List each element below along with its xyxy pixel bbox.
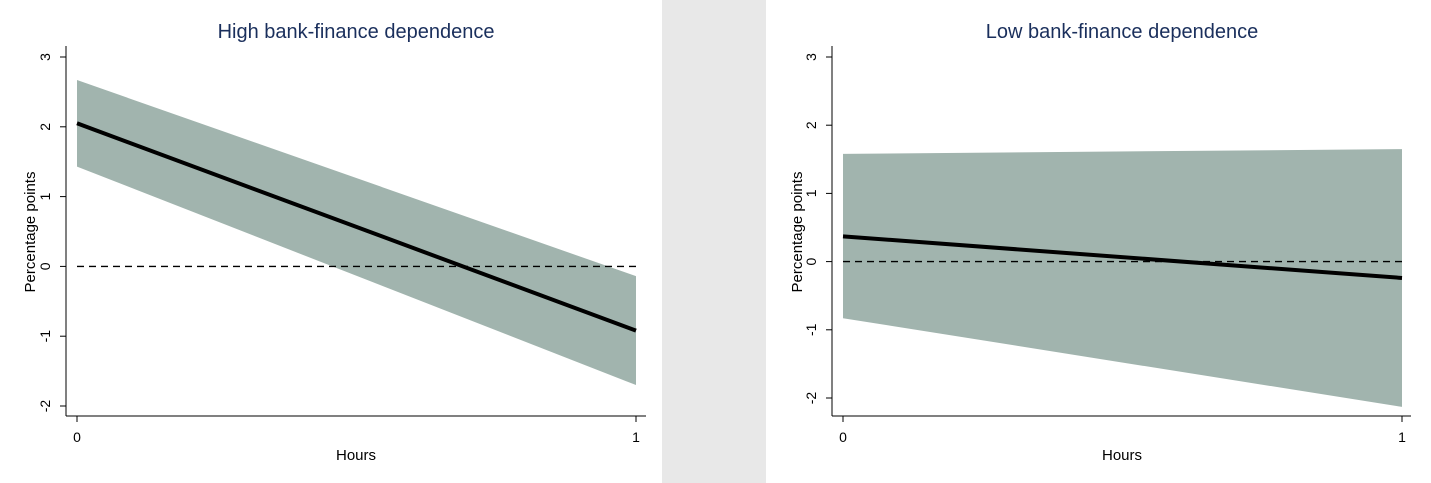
- y-tick-label: 3: [37, 53, 53, 61]
- panel-low-bank-finance: Low bank-finance dependence -2 -1 0 1 2 3 0 1 Hou…: [766, 0, 1428, 483]
- x-tick-label: 0: [73, 429, 81, 445]
- x-tick-label: 1: [632, 429, 640, 445]
- panel-separator: [662, 0, 766, 483]
- y-tick-label: 3: [803, 53, 819, 61]
- confidence-band: [843, 149, 1402, 407]
- y-tick-label: 2: [803, 121, 819, 129]
- x-axis-label: Hours: [336, 447, 376, 464]
- y-tick-label: 0: [803, 257, 819, 265]
- x-tick-label: 0: [839, 429, 847, 445]
- estimate-line: [76, 121, 637, 333]
- chart-title: High bank-finance dependence: [218, 21, 495, 43]
- y-tick-label: 0: [37, 262, 53, 270]
- estimate-line: [842, 234, 1403, 280]
- y-axis-label: Percentage points: [22, 172, 39, 293]
- y-tick-label: -1: [803, 323, 819, 336]
- y-tick-label: 1: [37, 192, 53, 200]
- y-tick-label: -2: [803, 392, 819, 405]
- chart-title: Low bank-finance dependence: [986, 21, 1258, 43]
- panel-high-bank-finance: High bank-finance dependence -2 -1 0 1 2 3 0 1 Ho…: [0, 0, 662, 483]
- y-tick-label: 2: [37, 123, 53, 131]
- y-tick-label: 1: [803, 189, 819, 197]
- y-axis-label: Percentage points: [789, 172, 806, 293]
- y-tick-label: -1: [37, 330, 53, 343]
- y-tick-label: -2: [37, 400, 53, 413]
- x-tick-label: 1: [1398, 429, 1406, 445]
- confidence-band: [77, 80, 636, 386]
- x-axis-label: Hours: [1102, 447, 1142, 464]
